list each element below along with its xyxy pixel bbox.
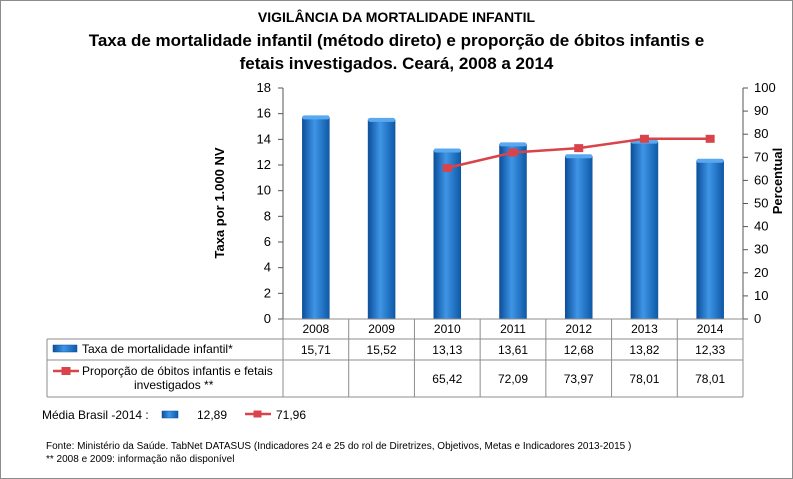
bar-value-label: 15,52 <box>367 343 397 357</box>
bar-top-2012 <box>565 154 593 159</box>
y-right-tick-label: 90 <box>754 103 768 118</box>
x-tick-label: 2011 <box>500 322 526 336</box>
y-left-tick-label: 12 <box>257 157 271 172</box>
bar-value-label: 12,68 <box>564 343 594 357</box>
bar-2008 <box>302 117 330 320</box>
bar-value-label: 15,71 <box>301 343 331 357</box>
line-value-label: 65,42 <box>432 372 462 386</box>
y-right-tick-label: 20 <box>754 265 768 280</box>
y-right-tick-label: 50 <box>754 196 768 211</box>
y-right-tick-label: 10 <box>754 288 768 303</box>
bar-top-2010 <box>433 148 461 153</box>
legend-bar-icon <box>52 344 78 353</box>
y-axis-right-title: Percentual <box>770 148 785 214</box>
bar-value-label: 13,61 <box>498 343 528 357</box>
chart-title-line1: Taxa de mortalidade infantil (método dir… <box>88 31 705 50</box>
y-left-tick-label: 0 <box>264 311 271 326</box>
y-left-tick-label: 8 <box>264 208 271 223</box>
footnote-note: ** 2008 e 2009: informação não disponíve… <box>46 454 235 465</box>
x-tick-label: 2010 <box>434 322 461 336</box>
average-line-legend-icon <box>245 410 271 418</box>
bar-top-2009 <box>368 117 396 122</box>
average-line-value: 71,96 <box>276 408 307 422</box>
footnote-source: Fonte: Ministério da Saúde. TabNet DATAS… <box>46 441 632 452</box>
legend-line-label-2: investigados ** <box>134 378 214 392</box>
y-right-tick-label: 40 <box>754 219 768 234</box>
bar-top-2011 <box>499 142 527 147</box>
bar-top-2008 <box>302 115 330 120</box>
y-left-tick-label: 18 <box>257 80 271 95</box>
bar-value-label: 13,13 <box>432 343 462 357</box>
legend-line-label-1: Proporção de óbitos infantis e fetais <box>82 364 273 378</box>
y-right-tick-label: 30 <box>754 242 768 257</box>
y-right-tick-label: 80 <box>754 126 768 141</box>
x-tick-label: 2008 <box>303 322 330 336</box>
y-right-tick-label: 0 <box>754 311 761 326</box>
y-right-tick-label: 60 <box>754 172 768 187</box>
y-left-tick-label: 10 <box>257 183 271 198</box>
line-point-2010 <box>442 163 452 172</box>
bar-2014 <box>696 160 724 320</box>
line-value-label: 78,01 <box>629 372 659 386</box>
line-point-2011 <box>508 148 518 157</box>
line-value-label: 72,09 <box>498 372 528 386</box>
average-label: Média Brasil -2014 : <box>42 408 149 422</box>
average-bar-value: 12,89 <box>197 408 228 422</box>
x-tick-label: 2012 <box>565 322 592 336</box>
average-bar-legend-icon <box>161 410 179 419</box>
bar-2012 <box>564 156 593 320</box>
y-right-tick-label: 100 <box>754 80 776 95</box>
y-left-tick-label: 16 <box>257 106 271 121</box>
y-left-tick-label: 14 <box>257 131 271 146</box>
legend-bar-label: Taxa de mortalidade infantil* <box>82 342 233 356</box>
chart-supertitle: VIGILÂNCIA DA MORTALIDADE INFANTIL <box>257 9 536 25</box>
x-tick-label: 2009 <box>368 322 395 336</box>
x-tick-label: 2014 <box>697 322 724 336</box>
line-point-2014 <box>705 134 715 143</box>
bar-top-2014 <box>696 158 724 163</box>
chart-title-line2: fetais investigados. Ceará, 2008 a 2014 <box>239 54 554 73</box>
y-right-tick-label: 70 <box>754 149 768 164</box>
line-point-2013 <box>639 134 649 143</box>
line-value-label: 73,97 <box>564 372 594 386</box>
bar-2009 <box>367 119 396 320</box>
legend-line-marker <box>61 367 71 375</box>
bar-value-label: 12,33 <box>695 343 725 357</box>
line-point-2012 <box>574 144 584 153</box>
bar-value-label: 13,82 <box>629 343 659 357</box>
y-axis-left-title: Taxa por 1.000 NV <box>212 147 227 258</box>
y-left-tick-label: 6 <box>264 234 271 249</box>
bar-2011 <box>499 144 527 320</box>
x-tick-label: 2013 <box>631 322 658 336</box>
y-left-tick-label: 4 <box>264 260 271 275</box>
bar-2013 <box>630 141 659 320</box>
y-left-tick-label: 2 <box>264 285 271 300</box>
bar-2010 <box>433 150 462 320</box>
line-value-label: 78,01 <box>695 372 725 386</box>
